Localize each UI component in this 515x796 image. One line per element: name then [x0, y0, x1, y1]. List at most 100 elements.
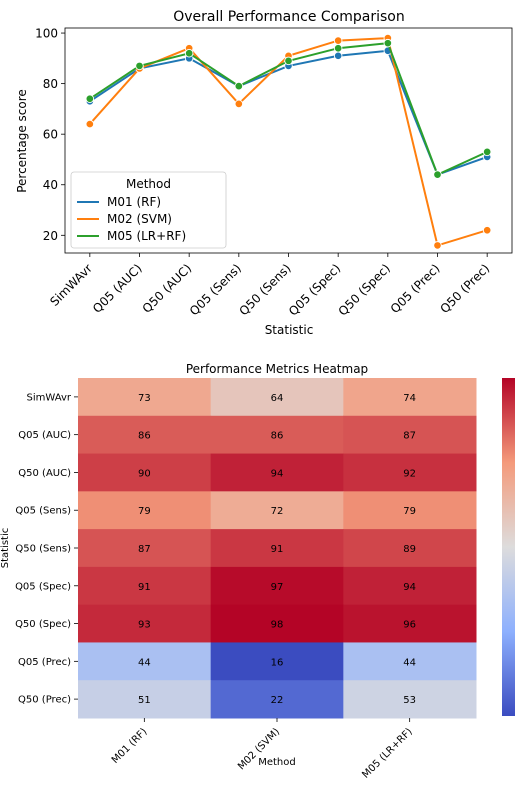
data-point: [333, 36, 343, 45]
row-label: Q50 (Sens): [15, 544, 71, 555]
data-point: [482, 147, 492, 157]
heatmap-cell-label: 93: [138, 620, 151, 631]
heatmap-cell-label: 92: [403, 468, 416, 479]
data-point: [383, 38, 393, 48]
heatmap-cell: [210, 604, 344, 643]
row-label: Q50 (AUC): [18, 468, 71, 479]
colorbar-gradient: [502, 378, 515, 716]
y-tick-label: 60: [43, 128, 58, 142]
heatmap-cell: [210, 491, 344, 530]
heatmap-cell: [343, 680, 477, 719]
heatmap-cell-label: 74: [403, 393, 416, 404]
heatmap-cell: [210, 642, 344, 681]
heatmap-cell-label: 94: [403, 582, 416, 593]
heatmap-cell: [78, 642, 212, 681]
data-point: [333, 43, 343, 53]
heatmap-cell-label: 96: [403, 620, 416, 631]
heatmap-cell-label: 94: [271, 468, 284, 479]
heatmap-cell: [343, 604, 477, 643]
heatmap-cell: [78, 680, 212, 719]
data-point: [433, 241, 442, 250]
data-point: [234, 99, 244, 109]
heatmap-cell: [343, 529, 477, 568]
x-tick-label: Q05 (Prec): [388, 261, 443, 316]
heatmap-cell-label: 90: [138, 468, 151, 479]
heatmap-cell-label: 44: [138, 657, 151, 668]
heatmap-cell-label: 91: [271, 544, 284, 555]
heatmap-cell-label: 79: [138, 506, 151, 517]
heatmap-cell: [343, 491, 477, 530]
data-point: [184, 49, 194, 58]
heatmap-cell-label: 53: [403, 695, 416, 706]
y-tick-label: 80: [43, 77, 58, 91]
heatmap-title: Performance Metrics Heatmap: [186, 362, 368, 376]
heatmap-cell-label: 87: [138, 544, 151, 555]
heatmap-cell: [210, 415, 344, 455]
heatmap-cell: [210, 566, 344, 606]
line-chart-title: Overall Performance Comparison: [173, 9, 404, 25]
legend-box: [70, 171, 227, 249]
colorbar: [502, 378, 515, 716]
line-chart-x-axis-label: Statistic: [265, 323, 314, 337]
heatmap-cell: [343, 566, 477, 606]
x-tick-label: SimWAvr: [47, 261, 95, 309]
heatmap-cell: [343, 453, 477, 492]
heatmap-chart: Performance Metrics Heatmap 73 64 74 86 86 87…: [0, 362, 515, 781]
x-tick-label: Q05 (Spec): [286, 261, 343, 318]
legend-title: Method: [126, 177, 171, 191]
x-tick-label: Q05 (AUC): [90, 261, 145, 316]
data-point: [333, 51, 343, 61]
heatmap-cell-label: 44: [403, 657, 416, 668]
legend-label: M01 (RF): [107, 195, 161, 209]
row-label: SimWAvr: [27, 392, 72, 403]
heatmap-cell: [210, 680, 344, 719]
heatmap-cell: [343, 378, 477, 417]
y-tick-label: 20: [43, 229, 58, 243]
row-label: Q50 (Prec): [18, 695, 71, 706]
heatmap-cell-label: 86: [138, 431, 151, 442]
heatmap-cell: [210, 529, 344, 568]
legend: Method M01 (RF) M02 (SVM) M05 (LR+RF): [70, 171, 227, 249]
heatmap-cell-label: 22: [271, 695, 284, 706]
line-chart: Overall Performance Comparison 20 40 60 80 1…: [15, 9, 513, 337]
row-label: Q05 (AUC): [18, 430, 71, 441]
heatmap-cell: [78, 529, 212, 568]
heatmap-cell: [78, 415, 212, 455]
heatmap-cell: [210, 378, 344, 417]
legend-label: M02 (SVM): [107, 212, 172, 226]
x-tick-label: Q05 (Sens): [187, 261, 244, 318]
row-label: Q05 (Spec): [15, 581, 71, 592]
heatmap-cell: [78, 491, 212, 530]
data-point: [135, 61, 144, 71]
heatmap-cell-label: 51: [138, 695, 151, 706]
heatmap-cell: [343, 642, 477, 681]
heatmap-cell-label: 73: [138, 393, 151, 404]
column-label: M05 (LR+RF): [360, 726, 414, 780]
heatmap-cell: [210, 453, 344, 492]
heatmap-cell: [78, 453, 212, 492]
data-point: [234, 81, 244, 91]
heatmap-cell-label: 86: [271, 431, 284, 442]
heatmap-cell-label: 97: [271, 582, 284, 593]
heatmap-cell: [78, 378, 212, 417]
y-tick-label: 40: [43, 178, 58, 192]
heatmap-cell-label: 72: [271, 506, 284, 517]
heatmap-cell-label: 98: [271, 620, 284, 631]
row-label: Q05 (Prec): [18, 657, 71, 668]
heatmap-cell: [78, 604, 212, 643]
column-label: M01 (RF): [110, 726, 150, 766]
legend-label: M05 (LR+RF): [107, 229, 186, 243]
heatmap-cell-label: 87: [403, 431, 416, 442]
data-point: [85, 119, 95, 129]
x-tick-label: Q50 (Sens): [237, 261, 294, 318]
line-chart-y-axis-label: Percentage score: [15, 89, 29, 193]
x-tick-label: Q50 (AUC): [140, 261, 195, 316]
data-point: [85, 94, 95, 104]
heatmap-y-axis-label: Statistic: [0, 528, 11, 569]
row-label: Q50 (Spec): [15, 619, 71, 630]
x-tick-label: Q50 (Spec): [336, 261, 393, 318]
y-tick-label: 100: [35, 27, 58, 41]
heatmap-cell: [343, 415, 477, 455]
heatmap-area: 73 64 74 86 86 87 90 94 92 79 72 79 87 91 89 91 97 94 93 98…: [15, 378, 477, 781]
